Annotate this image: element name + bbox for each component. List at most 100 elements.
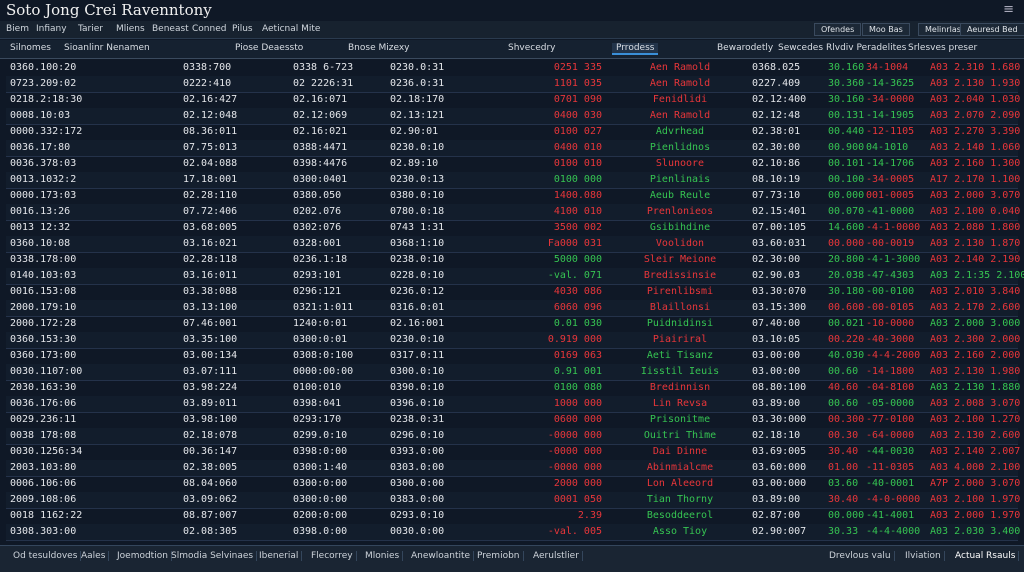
table-cell: -12-1105 [866, 126, 915, 137]
table-cell: 00.60 [828, 366, 859, 377]
footer-tab[interactable]: Aales [78, 551, 110, 561]
column-header[interactable]: Sewcedes [778, 43, 824, 53]
column-header[interactable]: Bewarodetly [717, 43, 774, 53]
table-cell: 0308:0:100 [293, 350, 354, 361]
table-row[interactable] [6, 332, 1018, 349]
table-cell: 0300:0:01 [293, 334, 348, 345]
column-header[interactable]: Piose Deaessto [235, 43, 304, 53]
table-row[interactable] [6, 140, 1018, 157]
table-row[interactable] [6, 460, 1018, 477]
table-cell: A03 2.010 3.840 [930, 286, 1021, 297]
menu-item[interactable]: Pilus [232, 24, 253, 34]
table-cell: 0222:410 [183, 78, 232, 89]
table-row[interactable] [6, 396, 1018, 413]
table-row[interactable] [6, 76, 1018, 93]
table-row[interactable] [6, 236, 1018, 253]
footer-tab[interactable]: Flecorrey [308, 551, 357, 561]
footer-action[interactable]: Actual Rsauls [952, 551, 1020, 561]
table-cell: Aen Ramold [649, 110, 711, 121]
table-cell: 02.38:005 [183, 462, 238, 473]
toolbar-button[interactable]: Moo Bas [862, 23, 910, 36]
table-cell: 02.04:088 [183, 158, 238, 169]
table-cell: 30.40 [828, 446, 859, 457]
footer-action[interactable]: Drevlous valu [826, 551, 895, 561]
table-cell: -14-1706 [866, 158, 915, 169]
footer-tab[interactable]: Joemodtion [114, 551, 172, 561]
column-header[interactable]: Shvecedry [508, 43, 556, 53]
table-row[interactable] [6, 204, 1018, 221]
table-cell: A03 2.040 1.030 [930, 94, 1021, 105]
table-cell: 00.021 [828, 318, 865, 329]
table-row[interactable] [6, 268, 1018, 285]
table-cell: 02.30:00 [752, 254, 801, 265]
menu-item[interactable]: Conned [192, 24, 227, 34]
table-row[interactable] [6, 300, 1018, 317]
table-cell: -val. 005 [547, 526, 602, 537]
toolbar-button[interactable]: Ofendes [814, 23, 862, 36]
column-header[interactable]: Srlesves preser [908, 43, 978, 53]
table-cell: Lin Revsa [652, 398, 708, 409]
table-cell: 0100 080 [553, 382, 602, 393]
table-cell: -4-4-2000 [866, 350, 921, 361]
table-cell: 0293:170 [293, 414, 342, 425]
table-row[interactable] [6, 524, 1018, 541]
table-cell: 00.900 [828, 142, 865, 153]
table-row[interactable] [6, 428, 1018, 445]
column-header[interactable]: Rlvdiv Peradelites [826, 43, 907, 53]
menu-item[interactable]: Mliens [116, 24, 145, 34]
footer-tab[interactable]: Od tesuldoves [10, 551, 82, 561]
table-cell: 001-0005 [866, 190, 915, 201]
table-cell: 02 2226:31 [293, 78, 354, 89]
table-cell: A03 2.160 1.300 [930, 158, 1021, 169]
table-row[interactable] [6, 172, 1018, 189]
table-cell: 02.38:01 [752, 126, 801, 137]
table-cell: Fenidlidi [652, 94, 708, 105]
table-cell: 0029.236:11 [10, 414, 77, 425]
column-header[interactable]: Prrodess [612, 43, 659, 55]
table-cell: Pienlidnos [649, 142, 711, 153]
footer-action[interactable]: Ilviation [902, 551, 945, 561]
table-cell: 0200:0:00 [293, 510, 348, 521]
table-header [0, 40, 1024, 59]
table-cell: 08.04:060 [183, 478, 238, 489]
table-cell: 02.18:10 [752, 430, 801, 441]
column-header[interactable]: Silnomes [10, 43, 51, 53]
table-cell: 00.070 [828, 206, 865, 217]
footer-tab[interactable]: Aerulstlier [530, 551, 583, 561]
table-cell: 02.16:021 [293, 126, 348, 137]
toolbar-button[interactable]: Melinrlas [918, 23, 968, 36]
table-cell: 0293.0:10 [390, 510, 445, 521]
table-cell: 03.10:05 [752, 334, 801, 345]
table-cell: A17 2.170 1.100 [930, 174, 1021, 185]
column-header[interactable]: Sioanlinr Nenamen [64, 43, 150, 53]
table-cell: 34-1004 [866, 62, 909, 73]
table-cell: 0016.153:08 [10, 286, 77, 297]
table-cell: A03 2.1:35 2.100 [930, 270, 1024, 281]
toolbar-button[interactable]: Aeuresd Bed [960, 23, 1024, 36]
menu-item[interactable]: Biem [6, 24, 29, 34]
table-cell: Advrhead [655, 126, 705, 137]
menu-item[interactable]: Aeticnal Mite [262, 24, 321, 34]
table-cell: 03.00:00 [752, 366, 801, 377]
table-cell: -4-1-0000 [866, 222, 921, 233]
table-cell: A03 2.080 1.800 [930, 222, 1021, 233]
menu-icon[interactable]: ≡ [1003, 2, 1014, 17]
footer-tab[interactable]: Premiobn [474, 551, 524, 561]
footer-tab[interactable]: Ibenerial [256, 551, 303, 561]
menu-item[interactable]: Tarier [78, 24, 103, 34]
footer-tab[interactable]: Mlonies [362, 551, 404, 561]
table-cell: 07.75:013 [183, 142, 238, 153]
table-row[interactable] [6, 492, 1018, 509]
table-row[interactable] [6, 108, 1018, 125]
menu-item[interactable]: Beneast [152, 24, 189, 34]
footer-tab[interactable]: Slmodia Selvinaes [168, 551, 258, 561]
menu-item[interactable]: Infiany [36, 24, 67, 34]
table-cell: -4-4-4000 [866, 526, 921, 537]
footer-tab[interactable]: Anewloantite [408, 551, 475, 561]
table-cell: 1000 000 [553, 398, 602, 409]
table-cell: A03 2.130 1.880 [930, 382, 1021, 393]
column-header[interactable]: Bnose Mizexy [348, 43, 410, 53]
table-cell: 3500 002 [553, 222, 602, 233]
table-row[interactable] [6, 364, 1018, 381]
table-cell: 2000.172:28 [10, 318, 77, 329]
